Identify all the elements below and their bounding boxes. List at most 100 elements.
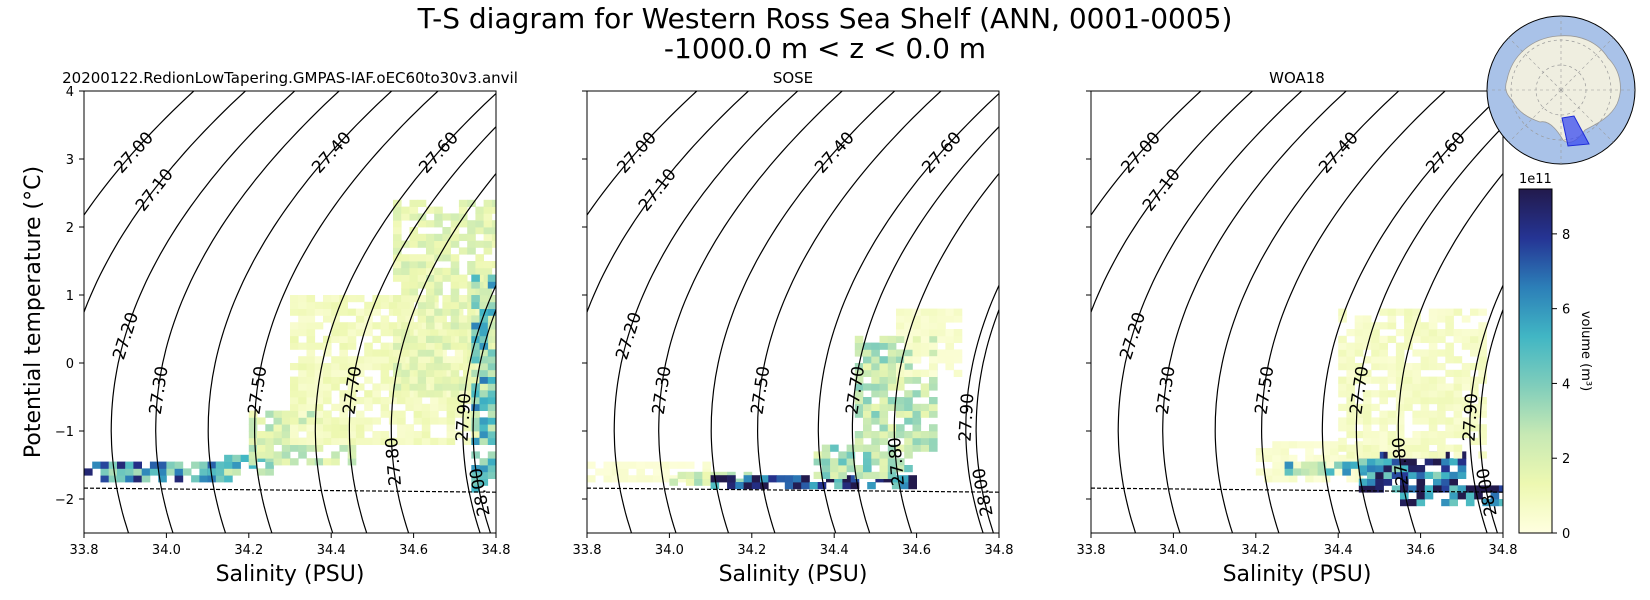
heatmap-cell	[1420, 335, 1430, 343]
heatmap-cell	[248, 431, 258, 439]
heatmap-cell	[149, 461, 159, 469]
heatmap-cell	[1453, 397, 1463, 405]
heatmap-cell	[1288, 454, 1298, 462]
heatmap-cell	[813, 458, 823, 466]
heatmap-cell	[430, 397, 439, 405]
heatmap-cell	[417, 369, 427, 377]
heatmap-cell	[830, 471, 839, 479]
heatmap-cell	[920, 349, 930, 357]
heatmap-cell	[854, 403, 864, 411]
heatmap-cell	[887, 451, 897, 459]
contour-label: 27.10	[132, 165, 178, 216]
heatmap-cell	[1445, 315, 1454, 323]
heatmap-cell	[1354, 349, 1364, 357]
heatmap-cell	[1441, 465, 1450, 473]
heatmap-cell	[1358, 485, 1368, 493]
heatmap-cell	[821, 458, 831, 466]
heatmap-cell	[450, 369, 460, 377]
heatmap-cell	[380, 369, 390, 377]
heatmap-cell	[450, 281, 460, 289]
heatmap-cell	[434, 349, 443, 357]
heatmap-cell	[920, 410, 930, 418]
heatmap-cell	[1400, 499, 1409, 507]
heatmap-cell	[1404, 342, 1413, 350]
heatmap-cell	[1449, 485, 1458, 493]
heatmap-cell	[1437, 431, 1446, 439]
heatmap-cell	[314, 356, 324, 364]
heatmap-cell	[1346, 356, 1355, 364]
heatmap-cell	[846, 465, 856, 473]
axes-frame	[83, 90, 497, 534]
heatmap-cell	[487, 274, 496, 282]
heatmap-cell	[813, 471, 823, 479]
heatmap-cell	[1400, 465, 1409, 473]
heatmap-cell	[1362, 335, 1372, 343]
heatmap-cell	[355, 363, 365, 371]
heatmap-cell	[265, 410, 274, 418]
heatmap-cell	[347, 295, 357, 303]
heatmap-cell	[1428, 349, 1438, 357]
heatmap-cell	[1453, 451, 1463, 459]
heatmap-cell	[1395, 403, 1405, 411]
heatmap-cell	[1482, 485, 1491, 493]
heatmap-cell	[314, 397, 324, 405]
heatmap-cell	[1453, 383, 1463, 391]
heatmap-cell	[298, 390, 307, 398]
heatmap-cell	[1387, 322, 1397, 330]
heatmap-cell	[393, 220, 402, 228]
heatmap-cell	[1346, 410, 1355, 418]
heatmap-cell	[426, 261, 435, 269]
heatmap-cell	[1346, 444, 1355, 452]
heatmap-cell	[393, 247, 402, 255]
heatmap-cell	[887, 376, 897, 384]
heatmap-cell	[620, 475, 629, 483]
heatmap-cell	[929, 424, 938, 432]
heatmap-cell	[257, 417, 266, 425]
heatmap-cell	[446, 397, 456, 405]
heatmap-cell	[1412, 451, 1421, 459]
heatmap-cell	[430, 329, 439, 337]
heatmap-cell	[1428, 417, 1438, 425]
heatmap-cell	[929, 383, 938, 391]
heatmap-cell	[953, 349, 963, 357]
heatmap-cell	[896, 322, 905, 330]
heatmap-cell	[290, 335, 299, 343]
heatmap-cell	[793, 475, 802, 483]
heatmap-cell	[863, 397, 872, 405]
heatmap-cell	[1342, 461, 1351, 469]
heatmap-cell	[1437, 308, 1446, 316]
heatmap-cell	[257, 431, 266, 439]
heatmap-cell	[838, 458, 847, 466]
heatmap-cell	[314, 458, 324, 466]
isopycnal-27.30	[658, 91, 843, 533]
heatmap-cell	[306, 444, 316, 452]
heatmap-cell	[471, 301, 480, 309]
heatmap-cell	[426, 247, 435, 255]
heatmap-cell	[417, 308, 427, 316]
heatmap-cell	[1362, 403, 1372, 411]
heatmap-cell	[1478, 363, 1487, 371]
heatmap-cell	[1449, 471, 1458, 479]
heatmap-cell	[1441, 458, 1450, 466]
heatmap-cell	[442, 254, 451, 262]
heatmap-cell	[364, 437, 373, 445]
heatmap-cell	[265, 424, 274, 432]
heatmap-cell	[434, 390, 443, 398]
heatmap-cell	[491, 220, 496, 228]
heatmap-cell	[879, 451, 889, 459]
contour-label: 27.00	[1117, 128, 1165, 177]
heatmap-cell	[587, 475, 596, 483]
heatmap-cell	[1346, 397, 1355, 405]
heatmap-cell	[298, 329, 307, 337]
heatmap-cell	[1255, 448, 1265, 456]
x-tick-label: 34.0	[152, 543, 181, 558]
heatmap-cell	[937, 315, 946, 323]
heatmap-cell	[920, 437, 930, 445]
heatmap-cell	[479, 376, 489, 384]
heatmap-cell	[298, 301, 307, 309]
heatmap-cell	[1453, 424, 1463, 432]
heatmap-cell	[1280, 475, 1290, 483]
heatmap-cell	[483, 227, 493, 235]
heatmap-cell	[1404, 335, 1413, 343]
heatmap-cell	[409, 267, 419, 275]
